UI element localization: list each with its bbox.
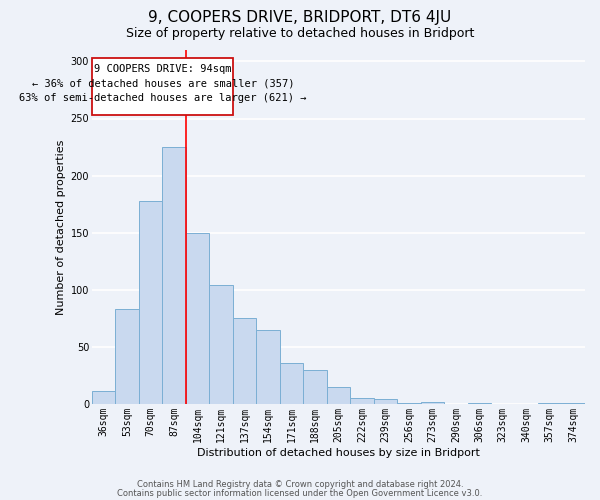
Bar	[562, 403, 585, 404]
Bar	[326, 387, 350, 404]
Bar	[421, 402, 444, 404]
Bar	[397, 403, 421, 404]
Text: 9 COOPERS DRIVE: 94sqm: 9 COOPERS DRIVE: 94sqm	[94, 64, 232, 74]
Y-axis label: Number of detached properties: Number of detached properties	[56, 140, 67, 314]
Bar	[538, 403, 562, 404]
Bar	[256, 330, 280, 404]
Bar	[186, 232, 209, 404]
Text: 63% of semi-detached houses are larger (621) →: 63% of semi-detached houses are larger (…	[19, 94, 307, 104]
Bar	[350, 398, 374, 404]
Bar	[233, 318, 256, 404]
Text: Contains public sector information licensed under the Open Government Licence v3: Contains public sector information licen…	[118, 488, 482, 498]
Bar	[209, 285, 233, 404]
Bar	[139, 200, 163, 404]
Bar	[163, 147, 186, 404]
Bar	[374, 400, 397, 404]
Bar	[467, 403, 491, 404]
Text: Contains HM Land Registry data © Crown copyright and database right 2024.: Contains HM Land Registry data © Crown c…	[137, 480, 463, 489]
Bar	[92, 392, 115, 404]
Bar	[280, 363, 303, 404]
Bar	[115, 309, 139, 404]
X-axis label: Distribution of detached houses by size in Bridport: Distribution of detached houses by size …	[197, 448, 480, 458]
Text: 9, COOPERS DRIVE, BRIDPORT, DT6 4JU: 9, COOPERS DRIVE, BRIDPORT, DT6 4JU	[148, 10, 452, 25]
FancyBboxPatch shape	[92, 58, 233, 115]
Bar	[303, 370, 326, 404]
Text: Size of property relative to detached houses in Bridport: Size of property relative to detached ho…	[126, 28, 474, 40]
Text: ← 36% of detached houses are smaller (357): ← 36% of detached houses are smaller (35…	[32, 78, 294, 88]
